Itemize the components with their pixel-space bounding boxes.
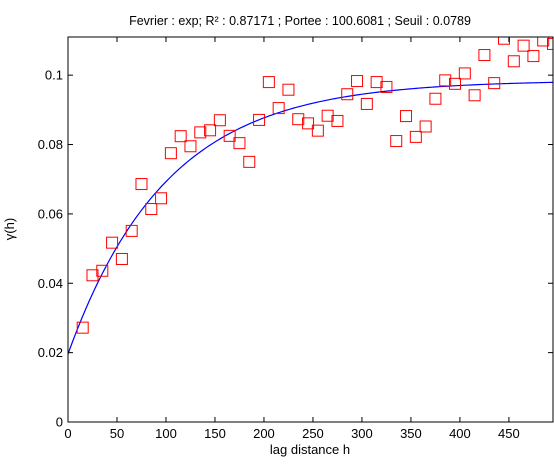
x-tick-label: 450 bbox=[498, 426, 520, 441]
chart-title: Fevrier : exp; R² : 0.87171 ; Portee : 1… bbox=[129, 14, 471, 28]
x-tick-label: 300 bbox=[351, 426, 373, 441]
x-tick-label: 400 bbox=[449, 426, 471, 441]
x-tick-label: 50 bbox=[110, 426, 124, 441]
x-tick-label: 100 bbox=[155, 426, 177, 441]
x-tick-label: 150 bbox=[204, 426, 226, 441]
y-tick-label: 0.1 bbox=[45, 68, 63, 83]
x-tick-label: 350 bbox=[400, 426, 422, 441]
plot-area bbox=[68, 33, 554, 422]
y-tick-label: 0.08 bbox=[38, 137, 63, 152]
y-axis-label: γ(h) bbox=[2, 218, 17, 240]
y-tick-label: 0.06 bbox=[38, 206, 63, 221]
x-tick-label: 200 bbox=[253, 426, 275, 441]
y-tick-label: 0 bbox=[56, 415, 63, 430]
x-tick-label: 0 bbox=[64, 426, 71, 441]
y-tick-label: 0.04 bbox=[38, 276, 63, 291]
x-axis-label: lag distance h bbox=[270, 442, 350, 457]
x-tick-label: 250 bbox=[302, 426, 324, 441]
y-tick-label: 0.02 bbox=[38, 345, 63, 360]
